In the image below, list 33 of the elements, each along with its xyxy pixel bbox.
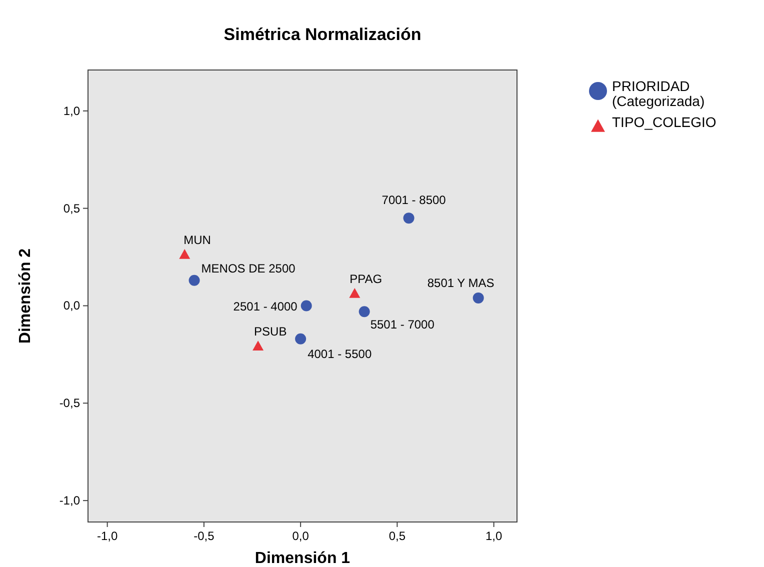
annotation: MENOS DE 2500 [201,261,296,276]
chart-title: Simétrica Normalización [224,25,422,44]
point [472,292,484,304]
y-tick-label: 0,0 [63,298,80,313]
y-tick-label: -1,0 [59,494,80,508]
point [295,333,306,344]
point [403,212,414,224]
x-tick-label: -1,0 [96,529,118,543]
x-tick-label: 1,0 [485,529,502,543]
annotation: MUN [184,233,211,248]
point [188,274,200,286]
legend-label: PRIORIDAD (Categorizada) [612,78,705,109]
point [349,288,360,298]
point [179,249,190,259]
legend-label: TIPO_COLEGIO [612,114,716,130]
x-tick-label: 0,5 [388,529,406,543]
point [358,306,370,318]
annotation: 7001 - 8500 [382,193,446,208]
annotation: 4001 - 5500 [308,346,372,361]
annotation: PPAG [350,272,382,286]
x-tick-label: -0,5 [194,529,215,543]
annotation: PSUB [254,324,287,339]
point [252,340,264,351]
y-axis-title: Dimensión 2 [17,248,34,344]
point [300,300,312,312]
annotation: 5501 - 7000 [370,318,435,332]
y-tick-label: 1,0 [63,104,80,118]
annotation: 2501 - 4000 [233,300,298,314]
x-axis-title: Dimensión 1 [254,550,350,567]
annotation: 8501 Y MAS [427,276,494,290]
y-tick-label: 0,5 [63,201,80,216]
y-tick-label: -0,5 [59,396,80,410]
x-tick-label: 0,0 [292,529,310,543]
